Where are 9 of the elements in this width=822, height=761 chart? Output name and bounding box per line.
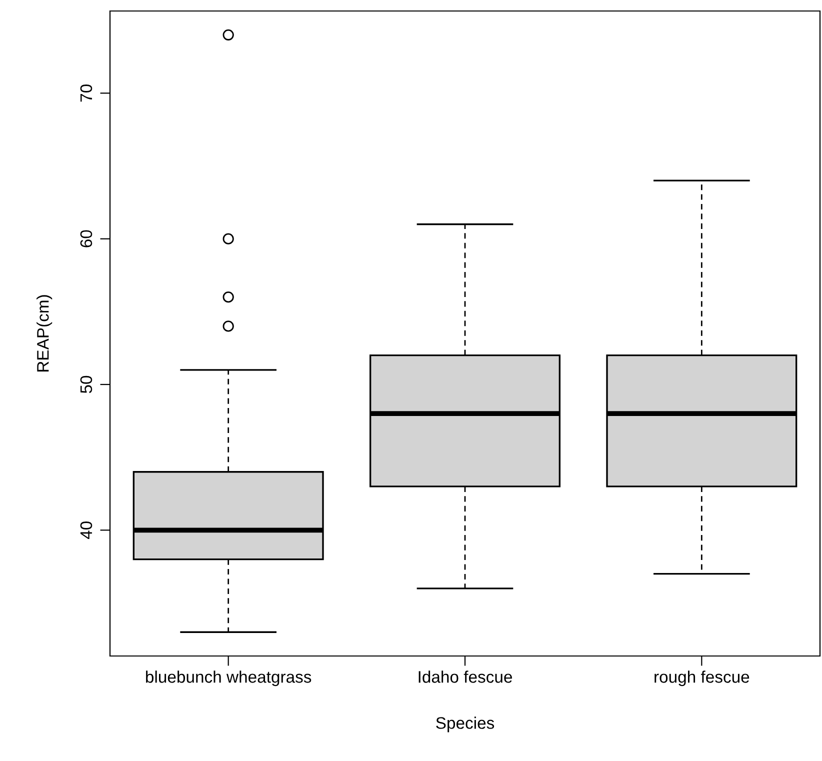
y-tick-label: 40 [80,522,92,540]
x-tick-label: bluebunch wheatgrass [146,670,312,686]
x-tick-label: rough fescue [654,670,750,686]
y-tick-label: 60 [80,230,92,248]
y-axis-title: REAP(cm) [36,295,52,372]
x-tick-label: Idaho fescue [418,670,512,683]
x-axis-title: Species [436,716,494,732]
y-tick-label: 50 [80,376,92,394]
y-tick-label: 70 [80,84,92,102]
